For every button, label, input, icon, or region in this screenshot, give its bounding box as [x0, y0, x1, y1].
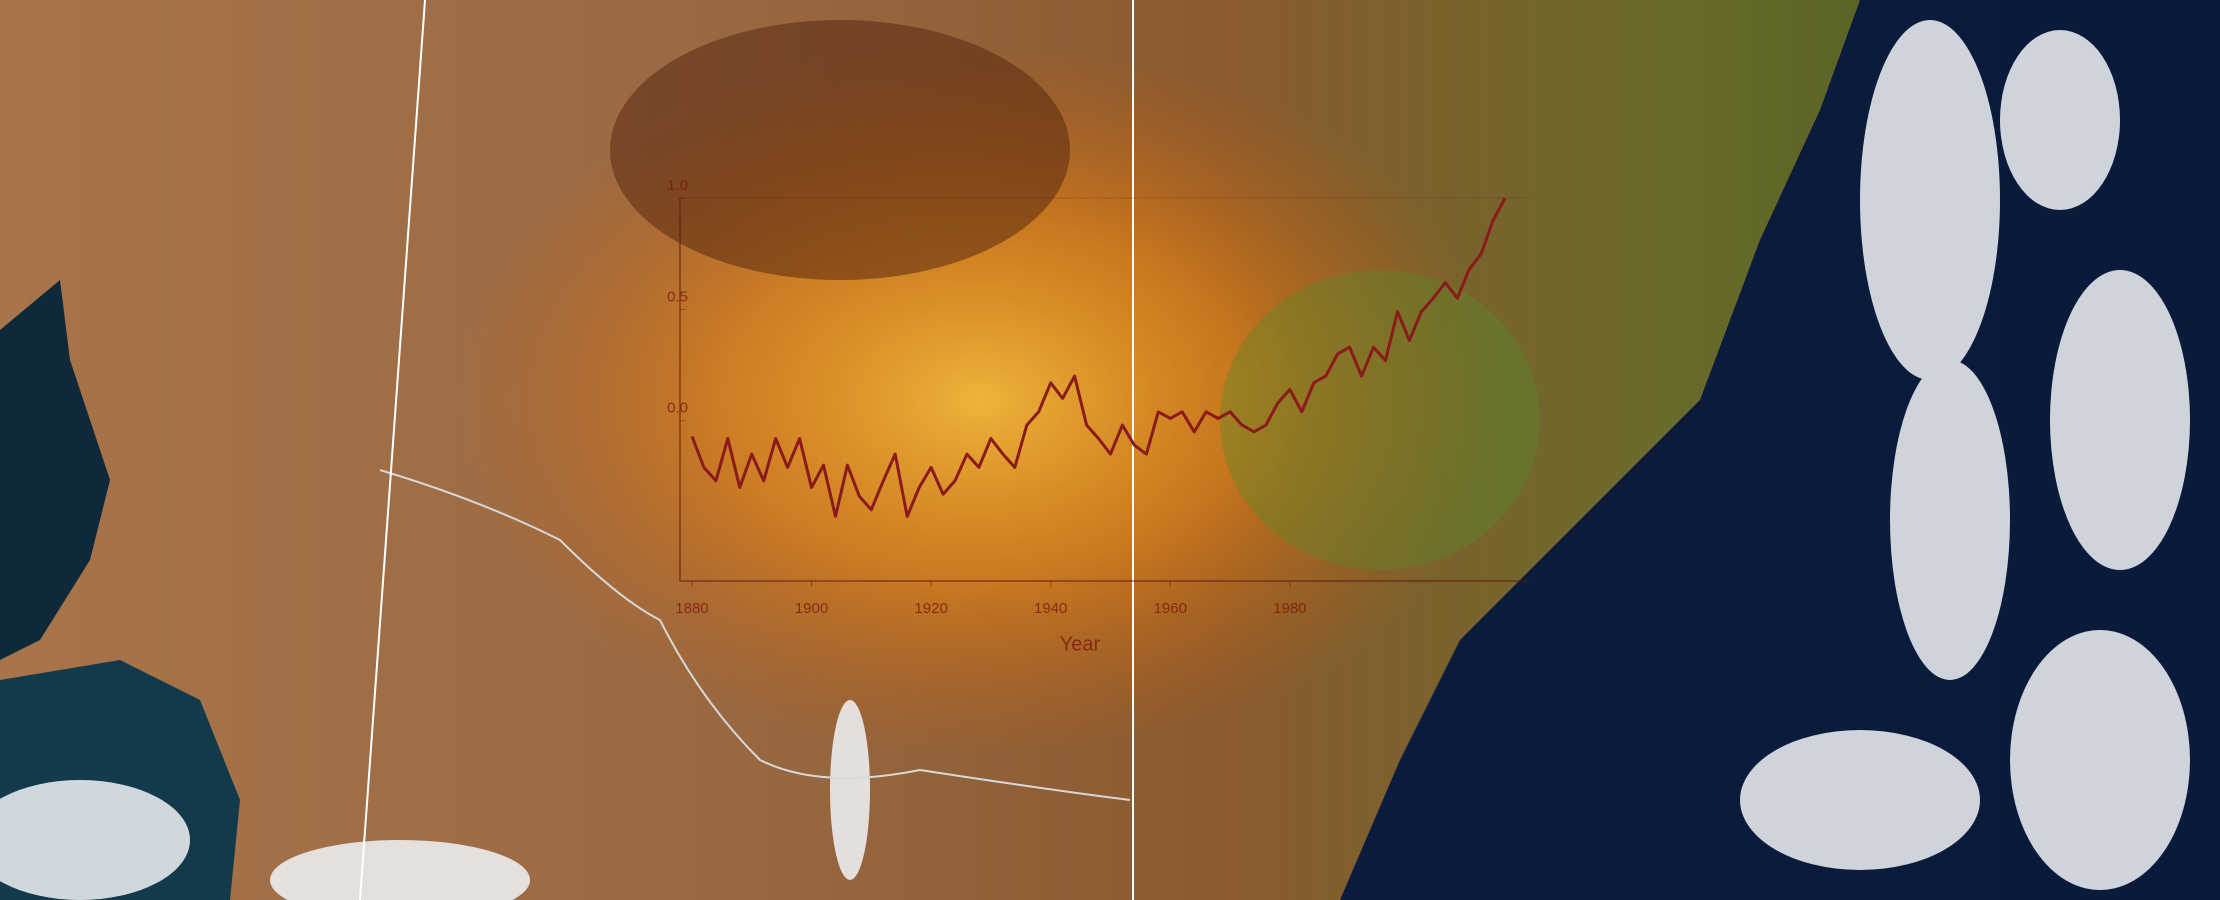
x-tick-label: 1980: [1273, 600, 1306, 617]
x-tick-label: 1920: [914, 600, 947, 617]
ocean: [1340, 0, 2220, 900]
gulf: [0, 280, 110, 660]
chart-frame: [679, 198, 1529, 582]
x-tick-label: 1900: [795, 600, 828, 617]
x-tick-label: 1880: [675, 600, 708, 617]
x-tick-label: 1940: [1034, 600, 1067, 617]
border: [379, 469, 1131, 801]
y-tick-label: 0.0: [667, 400, 688, 417]
data-line: [690, 197, 1507, 518]
meridian: [359, 0, 426, 900]
y-tick-label: 0.5: [667, 288, 688, 305]
y-tick-label: 1.0: [667, 177, 688, 194]
green-region: [1220, 270, 1540, 570]
x-tick-label: 1960: [1154, 600, 1187, 617]
x-axis-label: Year: [1060, 633, 1101, 655]
clouds: [0, 20, 2190, 900]
dark-region: [610, 20, 1070, 280]
